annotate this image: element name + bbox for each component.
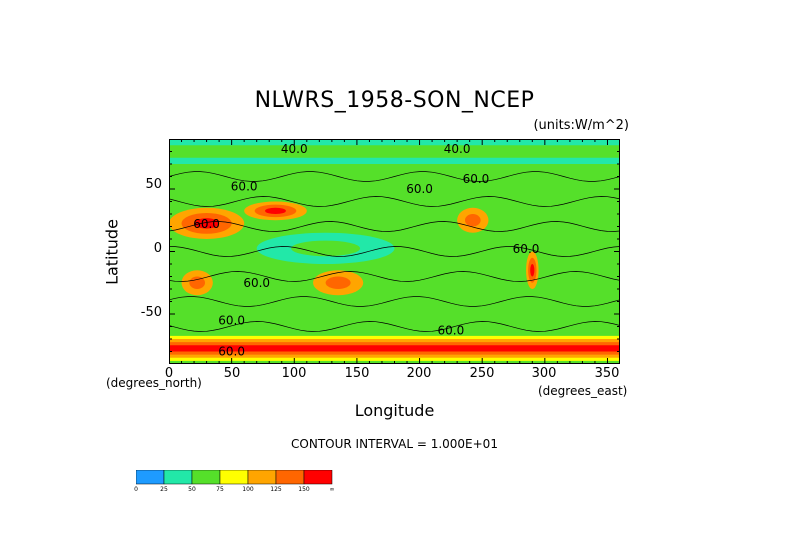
x-unit-label-left: (degrees_north) [106, 376, 202, 390]
x-tick-label: 250 [469, 366, 495, 381]
region-level [189, 276, 206, 289]
contour-label: 60.0 [243, 276, 270, 290]
contour-line [169, 321, 620, 332]
contour-label: 60.0 [406, 182, 433, 196]
contour-line [169, 221, 620, 232]
region-level [291, 240, 361, 257]
colorbar-tick-label: 150 [298, 486, 310, 493]
region-andes [526, 251, 539, 289]
contour-label: 60.0 [513, 242, 540, 256]
region-mexico-desert [457, 207, 489, 233]
contour-label: 60.0 [438, 323, 465, 337]
region-level [194, 218, 220, 229]
x-tick-label: 200 [406, 366, 432, 381]
contour-line [169, 246, 620, 257]
region-level [169, 345, 620, 352]
colorbar-swatch [275, 470, 305, 485]
x-unit-label-right: (degrees_east) [538, 384, 628, 398]
y-tick-label: 50 [145, 177, 162, 192]
contour-line [169, 171, 620, 182]
region-australia [313, 270, 364, 296]
x-axis-label: Longitude [354, 401, 435, 420]
contour-label: 40.0 [281, 142, 308, 156]
colorbar-tick-label: ∞ [329, 486, 335, 493]
colorbar-tick-label: 100 [242, 486, 254, 493]
contour-interval-text: CONTOUR INTERVAL = 1.000E+01 [291, 437, 498, 451]
units-label: (units:W/m^2) [533, 118, 629, 133]
colorbar-tick-label: 50 [188, 486, 196, 493]
region-level [464, 214, 481, 227]
axis-ticks [169, 139, 620, 364]
region-level [325, 276, 351, 289]
heatmap-plot-area: 40.0 40.0 60.0 60.0 60.0 60.0 60.0 60.0 60.0 60.0… [169, 139, 620, 364]
contour-line [169, 296, 620, 307]
y-axis-label: Latitude [102, 219, 122, 285]
colorbar [136, 470, 333, 485]
contour-line [169, 271, 620, 282]
x-tick-label: 0 [164, 366, 174, 381]
colorbar-swatch [191, 470, 221, 485]
colorbar-swatch [163, 470, 193, 485]
x-tick-label: 50 [223, 366, 241, 381]
y-tick-label: -50 [140, 305, 162, 320]
colorbar-swatch [219, 470, 249, 485]
contour-label: 60.0 [218, 313, 245, 327]
colorbar-tick-label: 75 [216, 486, 224, 493]
contour-label: 60.0 [231, 180, 258, 194]
contour-label: 60.0 [218, 345, 245, 359]
region-tropical-warm-pool [256, 232, 395, 264]
x-tick-label: 350 [594, 366, 620, 381]
contour-lines [169, 171, 620, 332]
x-tick-label: 300 [531, 366, 557, 381]
region-level [530, 264, 535, 277]
colorbar-tick-label: 125 [270, 486, 282, 493]
region-high-arctic [169, 139, 620, 164]
x-tick-label: 100 [281, 366, 307, 381]
y-tick-label: 0 [153, 241, 162, 256]
contour-labels: 40.0 40.0 60.0 60.0 60.0 60.0 60.0 60.0 60.0 60.0… [193, 142, 539, 359]
colorbar-swatch [303, 470, 333, 485]
x-tick-label: 150 [344, 366, 370, 381]
colorbar-tick-label: 0 [134, 486, 138, 493]
region-southern-africa [181, 270, 213, 296]
region-sahara-east [244, 201, 307, 221]
colorbar-swatch [136, 470, 165, 485]
contour-label: 60.0 [463, 172, 490, 186]
contour-label: 60.0 [193, 217, 220, 231]
contour-label: 40.0 [444, 142, 471, 156]
colorbar-tick-label: 25 [160, 486, 168, 493]
region-level [169, 145, 620, 158]
region-level [265, 207, 286, 214]
chart-title: NLWRS_1958-SON_NCEP [254, 88, 535, 113]
contour-line [169, 196, 620, 207]
colorbar-swatch [247, 470, 277, 485]
region-north-africa-arabia [169, 207, 245, 239]
